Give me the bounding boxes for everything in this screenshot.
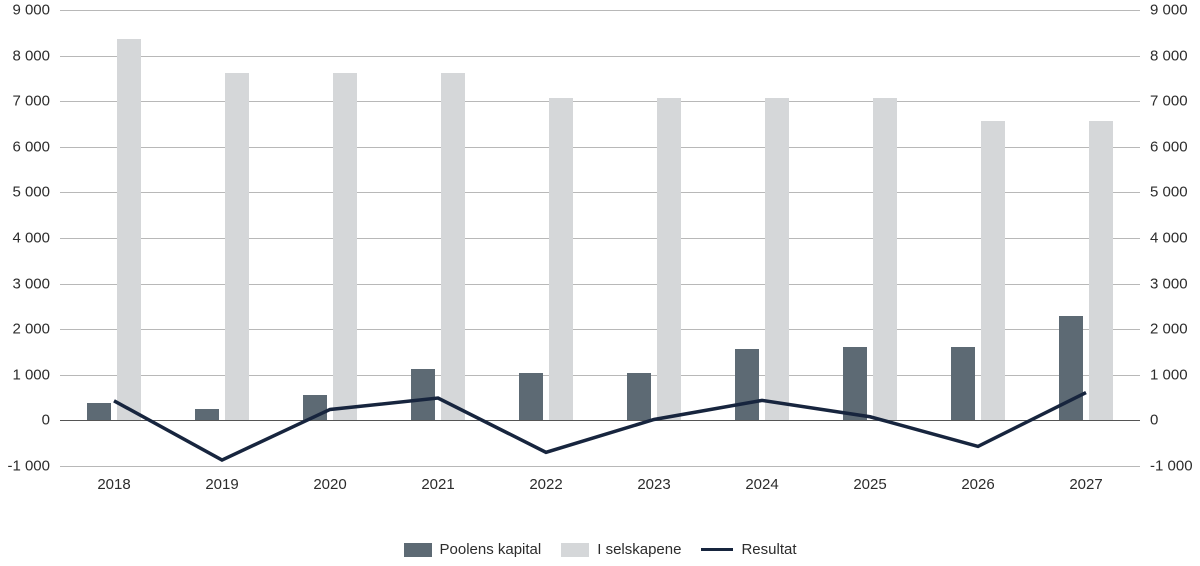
y-tick-label-left: 0 <box>0 412 50 429</box>
chart-container: -1 000 0 1 000 2 000 3 000 4 000 5 000 6 000 7 0… <box>0 0 1200 566</box>
y-tick-label-right: 9 000 <box>1150 2 1200 19</box>
legend-label: Resultat <box>741 541 796 558</box>
line-resultat <box>114 393 1086 460</box>
y-tick-label-left: 8 000 <box>0 47 50 64</box>
y-tick-label-right: 8 000 <box>1150 47 1200 64</box>
y-tick-label-left: 4 000 <box>0 230 50 247</box>
y-tick-label-right: 4 000 <box>1150 230 1200 247</box>
y-tick-label-right: -1 000 <box>1150 458 1200 475</box>
line-series-svg <box>60 10 1140 466</box>
y-tick-label-right: 2 000 <box>1150 321 1200 338</box>
y-axis-left: -1 00001 0002 0003 0004 0005 0006 0007 0… <box>0 10 55 466</box>
y-tick-label-right: 0 <box>1150 412 1200 429</box>
legend-bar-swatch <box>561 543 589 557</box>
legend-label: Poolens kapital <box>440 541 542 558</box>
legend-item-resultat: Resultat <box>701 541 796 558</box>
y-tick-label-right: 5 000 <box>1150 184 1200 201</box>
x-axis: 2018 2019 2020 2021 2022 2023 2024 2025 2026 2027 <box>60 466 1140 506</box>
x-tick-label: 2027 <box>1069 476 1102 493</box>
y-axis-right: -1 00001 0002 0003 0004 0005 0006 0007 0… <box>1145 10 1200 466</box>
x-tick-label: 2025 <box>853 476 886 493</box>
y-tick-label-left: 9 000 <box>0 2 50 19</box>
x-tick-label: 2023 <box>637 476 670 493</box>
y-tick-label-left: 1 000 <box>0 366 50 383</box>
legend-label: I selskapene <box>597 541 681 558</box>
legend-item-i_selskapene: I selskapene <box>561 541 681 558</box>
chart-legend: Poolens kapital I selskapene Resultat <box>0 541 1200 558</box>
y-tick-label-right: 3 000 <box>1150 275 1200 292</box>
y-tick-label-left: 5 000 <box>0 184 50 201</box>
legend-line-swatch <box>701 548 733 551</box>
legend-bar-swatch <box>404 543 432 557</box>
plot-area <box>60 10 1140 466</box>
y-tick-label-right: 7 000 <box>1150 93 1200 110</box>
y-tick-label-left: -1 000 <box>0 458 50 475</box>
y-tick-label-left: 3 000 <box>0 275 50 292</box>
x-tick-label: 2024 <box>745 476 778 493</box>
x-tick-label: 2019 <box>205 476 238 493</box>
x-tick-label: 2018 <box>97 476 130 493</box>
legend-item-poolens_kapital: Poolens kapital <box>404 541 542 558</box>
x-tick-label: 2022 <box>529 476 562 493</box>
y-tick-label-left: 7 000 <box>0 93 50 110</box>
x-tick-label: 2026 <box>961 476 994 493</box>
y-tick-label-right: 1 000 <box>1150 366 1200 383</box>
x-tick-label: 2020 <box>313 476 346 493</box>
y-tick-label-left: 6 000 <box>0 138 50 155</box>
y-tick-label-left: 2 000 <box>0 321 50 338</box>
y-tick-label-right: 6 000 <box>1150 138 1200 155</box>
x-tick-label: 2021 <box>421 476 454 493</box>
